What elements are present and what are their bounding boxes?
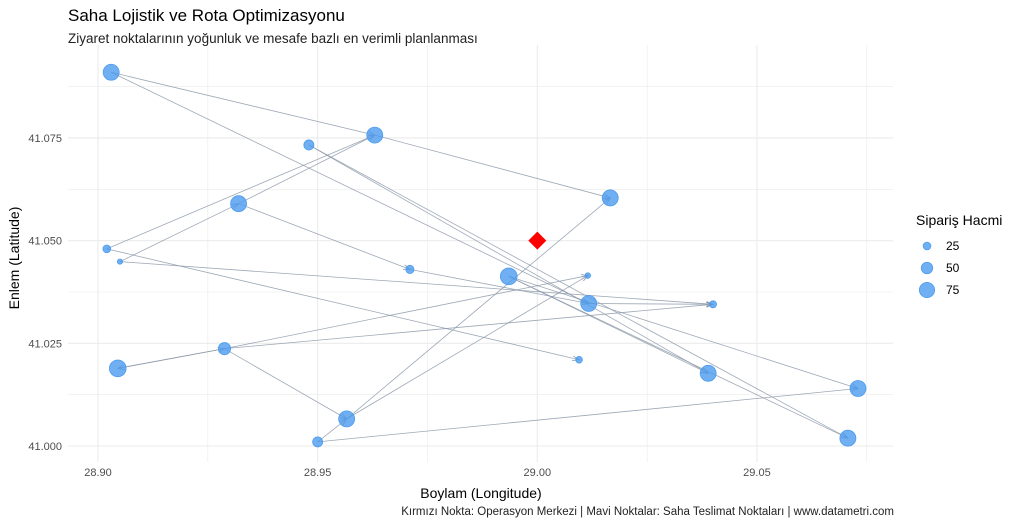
route-line (111, 71, 375, 136)
y-tick-label: 41.000 (28, 441, 62, 453)
route-line (308, 144, 849, 439)
route-line (106, 134, 375, 250)
x-tick-label: 29.00 (524, 467, 552, 479)
x-tick-label: 29.05 (743, 467, 771, 479)
delivery-point (303, 139, 315, 151)
route-line (119, 261, 714, 305)
delivery-point (499, 267, 518, 286)
route-line (238, 134, 375, 205)
x-tick-label: 28.95 (304, 467, 332, 479)
delivery-point (575, 356, 583, 364)
y-tick-label: 41.050 (28, 236, 62, 248)
legend-title: Sipariş Hacmi (916, 212, 1002, 228)
route-line (346, 197, 611, 420)
delivery-point (108, 359, 127, 378)
route-line (508, 276, 859, 389)
legend-label: 25 (946, 239, 960, 253)
delivery-point (699, 364, 717, 382)
route-line (119, 203, 239, 262)
operation-center-marker (528, 231, 547, 250)
route-line (317, 388, 859, 443)
legend-size-key (920, 261, 934, 275)
legend-size-key (922, 241, 932, 251)
route-line (588, 303, 714, 305)
chart-subtitle: Ziyaret noktalarının yoğunluk ve mesafe … (68, 31, 478, 46)
route-line (508, 276, 709, 374)
delivery-point (839, 429, 857, 447)
delivery-point (709, 300, 717, 309)
delivery-point (312, 436, 324, 448)
delivery-point (849, 380, 867, 397)
route-line (238, 203, 411, 270)
delivery-point (580, 295, 598, 312)
route-line (308, 144, 709, 374)
chart-title: Saha Lojistik ve Rota Optimizasyonu (68, 6, 345, 25)
legend: Sipariş Hacmi 25 50 75 (916, 212, 1002, 299)
y-tick-label: 41.025 (28, 338, 62, 350)
route-line (224, 275, 588, 350)
x-axis-label: Boylam (Longitude) (420, 485, 541, 501)
delivery-point (584, 272, 591, 279)
delivery-point (338, 410, 356, 428)
route-line (224, 348, 347, 420)
x-tick-label: 28.90 (84, 467, 112, 479)
y-axis-label: Enlem (Latitude) (6, 207, 22, 310)
delivery-point (601, 189, 619, 207)
legend-size-key (918, 281, 936, 299)
route-line (117, 348, 225, 369)
y-tick-label: 41.075 (28, 133, 62, 145)
delivery-point (102, 63, 120, 81)
delivery-point (116, 258, 123, 265)
delivery-point (217, 342, 232, 356)
route-line (508, 276, 849, 439)
route-line (224, 303, 714, 350)
delivery-point (230, 195, 247, 213)
delivery-point (405, 264, 415, 274)
chart-caption: Kırmızı Nokta: Operasyon Merkezi | Mavi … (401, 506, 894, 518)
route-line (346, 275, 589, 420)
route-line (374, 134, 611, 199)
legend-label: 50 (946, 261, 960, 275)
legend-label: 75 (946, 283, 960, 297)
route-line (111, 71, 589, 304)
route-line (106, 248, 580, 361)
delivery-point (102, 244, 112, 254)
route-line (409, 269, 589, 304)
delivery-point (366, 126, 384, 144)
